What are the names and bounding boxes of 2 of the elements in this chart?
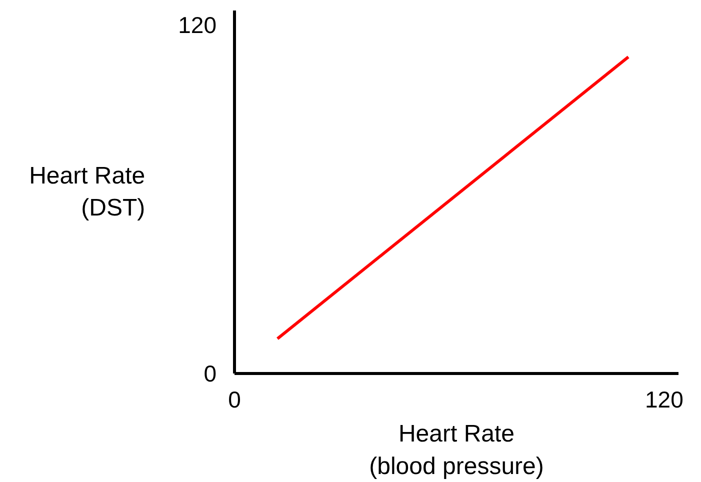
- y-axis-title: Heart Rate (DST): [29, 162, 146, 222]
- x-axis-title: Heart Rate (blood pressure): [369, 420, 544, 480]
